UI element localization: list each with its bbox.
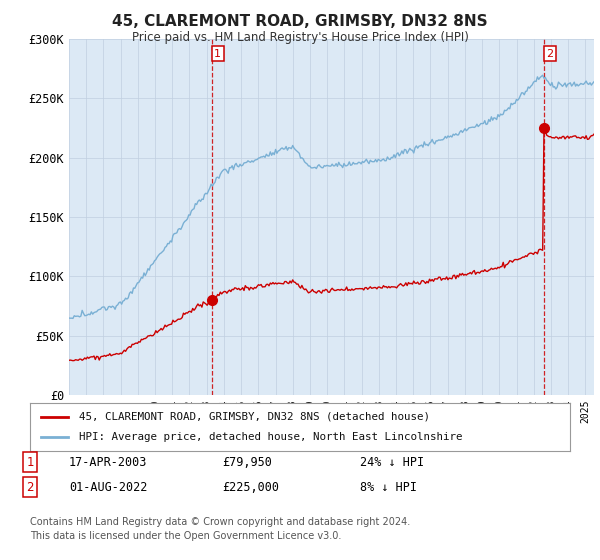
Text: 2: 2 bbox=[26, 480, 34, 494]
Text: £225,000: £225,000 bbox=[222, 480, 279, 494]
Text: HPI: Average price, detached house, North East Lincolnshire: HPI: Average price, detached house, Nort… bbox=[79, 432, 462, 442]
Text: 24% ↓ HPI: 24% ↓ HPI bbox=[360, 455, 424, 469]
Text: 8% ↓ HPI: 8% ↓ HPI bbox=[360, 480, 417, 494]
Text: 2: 2 bbox=[547, 49, 553, 59]
Text: Price paid vs. HM Land Registry's House Price Index (HPI): Price paid vs. HM Land Registry's House … bbox=[131, 31, 469, 44]
Text: 45, CLAREMONT ROAD, GRIMSBY, DN32 8NS: 45, CLAREMONT ROAD, GRIMSBY, DN32 8NS bbox=[112, 14, 488, 29]
Text: 01-AUG-2022: 01-AUG-2022 bbox=[69, 480, 148, 494]
Text: 17-APR-2003: 17-APR-2003 bbox=[69, 455, 148, 469]
Text: £79,950: £79,950 bbox=[222, 455, 272, 469]
Text: 1: 1 bbox=[214, 49, 221, 59]
Text: 45, CLAREMONT ROAD, GRIMSBY, DN32 8NS (detached house): 45, CLAREMONT ROAD, GRIMSBY, DN32 8NS (d… bbox=[79, 412, 430, 422]
Text: 1: 1 bbox=[26, 455, 34, 469]
Text: Contains HM Land Registry data © Crown copyright and database right 2024.
This d: Contains HM Land Registry data © Crown c… bbox=[30, 517, 410, 541]
